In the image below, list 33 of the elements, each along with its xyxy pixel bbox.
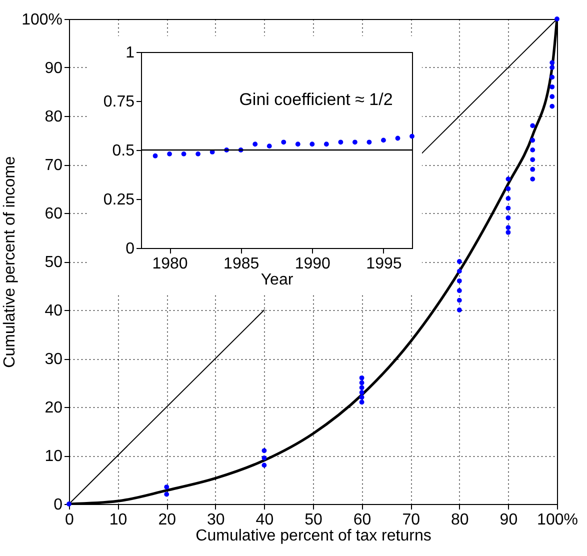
y-axis-title: Cumulative percent of income (2, 156, 19, 368)
y-tick-label: 0.25 (103, 192, 135, 208)
x-tick-label: 100% (537, 512, 578, 528)
annotation: Gini coefficient ≈ 1/2 (239, 90, 393, 109)
x-tick-label: 20 (158, 512, 176, 528)
x-tick-label: 1995 (366, 256, 402, 272)
y-tick-label: 40 (44, 302, 63, 320)
x-tick-label: 0 (65, 512, 74, 528)
y-tick-label: 30 (44, 351, 63, 368)
x-tick-label: 1990 (294, 256, 331, 272)
x-tick-label: 60 (353, 512, 372, 528)
y-tick-label: 0.5 (112, 142, 135, 160)
x-tick-label: 90 (500, 512, 518, 528)
y-tick-label: 80 (44, 108, 63, 126)
y-tick-label: 0 (126, 240, 135, 258)
x-tick-label: 70 (402, 512, 420, 528)
y-tick-label: 0 (54, 496, 63, 514)
y-tick-label: 90 (44, 60, 63, 77)
y-tick-label: 0.75 (103, 94, 135, 110)
y-tick-label: 10 (44, 448, 63, 465)
y-tick-label: 70 (44, 157, 63, 174)
x-tick-label: 40 (256, 512, 274, 528)
x-tick-label: 1980 (152, 256, 188, 272)
x-tick-label: 50 (304, 512, 322, 528)
y-tick-label: 100% (22, 12, 62, 28)
x-tick-label: 80 (451, 512, 469, 528)
y-tick-label: 20 (44, 400, 63, 416)
x-axis-title: Year (260, 272, 294, 288)
y-tick-label: 1 (126, 44, 135, 62)
x-axis-title: Cumulative percent of tax returns (196, 528, 432, 544)
x-tick-label: 1985 (224, 256, 260, 272)
y-tick-label: 60 (44, 206, 63, 222)
x-tick-label: 30 (207, 512, 225, 528)
